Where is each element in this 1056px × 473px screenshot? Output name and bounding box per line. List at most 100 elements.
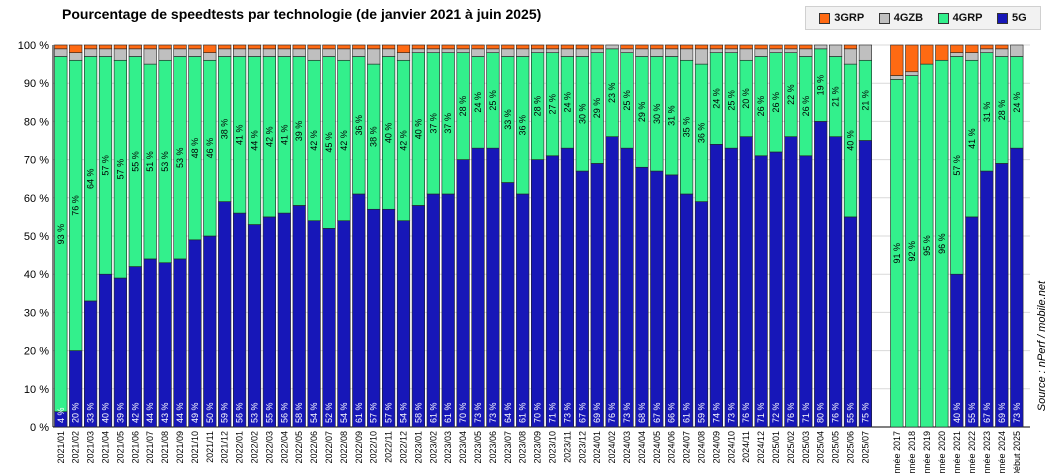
- monthly-label-4grp: 28 %: [533, 96, 543, 117]
- monthly-bar-3grp: [590, 44, 604, 50]
- monthly-bar-5g: [679, 193, 694, 428]
- legend-swatch-3grp: [819, 12, 831, 24]
- yearly-label-5g: 67 %: [982, 402, 992, 423]
- monthly-x-tick-label: 2023/02: [428, 431, 438, 464]
- monthly-label-5g: 53 %: [250, 402, 260, 423]
- monthly-bar-5g: [367, 208, 381, 428]
- monthly-label-5g: 57 %: [384, 402, 394, 423]
- yearly-x-tick-label: Début 2025: [1012, 431, 1022, 473]
- monthly-bar-5g: [799, 155, 813, 428]
- monthly-bar-3grp: [173, 44, 187, 50]
- monthly-label-5g: 54 %: [309, 402, 319, 423]
- monthly-x-tick-label: 2022/08: [339, 431, 349, 464]
- monthly-x-tick-label: 2023/01: [413, 431, 423, 464]
- monthly-bar-3grp: [367, 44, 381, 50]
- monthly-label-4grp: 21 %: [860, 90, 870, 111]
- monthly-bar-5g: [218, 201, 232, 428]
- monthly-label-4grp: 29 %: [592, 98, 602, 119]
- monthly-bar-3grp: [843, 44, 858, 50]
- legend-label-3grp: 3GRP: [834, 12, 865, 24]
- monthly-bar-4gzb: [605, 44, 619, 50]
- monthly-bar-3grp: [471, 44, 485, 50]
- monthly-x-tick-label: 2024/05: [652, 431, 662, 464]
- monthly-x-tick-label: 2023/06: [488, 431, 498, 464]
- monthly-label-4grp: 93 %: [56, 224, 66, 245]
- yearly-x-tick-label: Année 2018: [907, 431, 917, 473]
- monthly-bar-5g: [322, 228, 336, 428]
- monthly-x-tick-label: 2022/04: [279, 431, 289, 464]
- monthly-bar-4gzb: [203, 52, 217, 61]
- monthly-x-tick-label: 2024/12: [756, 431, 766, 464]
- monthly-bar-4gzb: [486, 48, 500, 53]
- yearly-x-tick-label: Année 2023: [982, 431, 992, 473]
- monthly-label-5g: 76 %: [741, 402, 751, 423]
- legend-item-5g: 5G: [997, 12, 1027, 24]
- yearly-label-4grp: 24 %: [1012, 92, 1022, 113]
- legend-label-4grp: 4GRP: [952, 12, 983, 24]
- yearly-bar-4gzb: [1010, 44, 1024, 57]
- monthly-x-tick-label: 2021/04: [101, 431, 111, 464]
- yearly-bar-3grp: [890, 44, 904, 76]
- monthly-x-tick-label: 2025/01: [771, 431, 781, 464]
- monthly-label-4grp: 46 %: [205, 138, 215, 159]
- monthly-x-tick-label: 2023/09: [533, 431, 543, 464]
- monthly-bar-4gzb: [545, 48, 560, 53]
- monthly-label-5g: 58 %: [294, 402, 304, 423]
- monthly-bar-5g: [203, 235, 217, 428]
- monthly-bar-4gzb: [650, 48, 664, 57]
- monthly-bar-4gzb: [218, 48, 232, 57]
- monthly-bar-3grp: [381, 44, 396, 50]
- monthly-bar-3grp: [709, 44, 723, 50]
- monthly-label-5g: 76 %: [786, 402, 796, 423]
- monthly-label-4grp: 41 %: [279, 125, 289, 146]
- monthly-label-4grp: 25 %: [622, 90, 632, 111]
- monthly-label-4grp: 25 %: [488, 90, 498, 111]
- y-tick-label: 80 %: [24, 116, 49, 128]
- monthly-bar-5g: [724, 147, 738, 428]
- monthly-bar-3grp: [128, 44, 142, 50]
- monthly-label-5g: 44 %: [175, 402, 185, 423]
- monthly-label-4grp: 21 %: [831, 86, 841, 107]
- source-note: Source : nPerf / mobile.net: [1036, 280, 1048, 411]
- monthly-bar-5g: [188, 239, 202, 428]
- monthly-bar-5g: [233, 212, 247, 428]
- monthly-bar-3grp: [262, 44, 277, 50]
- monthly-bar-4gzb: [724, 48, 738, 53]
- yearly-bar-5g: [995, 163, 1009, 428]
- monthly-label-4grp: 24 %: [711, 88, 721, 109]
- monthly-x-tick-label: 2024/06: [667, 431, 677, 464]
- monthly-bar-4gzb: [322, 48, 336, 57]
- monthly-label-4grp: 19 %: [816, 75, 826, 96]
- legend-item-4grp: 4GRP: [937, 12, 983, 24]
- monthly-bar-4gzb: [113, 48, 127, 61]
- yearly-label-5g: 69 %: [997, 402, 1007, 423]
- monthly-bar-5g: [635, 166, 649, 428]
- monthly-bar-3grp: [98, 44, 113, 50]
- monthly-bar-3grp: [352, 44, 366, 50]
- monthly-label-5g: 61 %: [443, 402, 453, 423]
- monthly-x-tick-label: 2021/02: [71, 431, 81, 464]
- monthly-bar-4gzb: [307, 48, 321, 61]
- monthly-bar-4gzb: [620, 48, 634, 53]
- monthly-label-4grp: 64 %: [86, 168, 96, 189]
- monthly-label-4grp: 36 %: [354, 115, 364, 136]
- monthly-bar-5g: [292, 205, 306, 428]
- legend-item-4gzb: 4GZB: [878, 12, 924, 24]
- monthly-bar-4gzb: [739, 48, 753, 61]
- monthly-bar-5g: [516, 193, 530, 428]
- monthly-bar-4gzb: [694, 48, 709, 65]
- monthly-x-tick-label: 2025/07: [860, 431, 870, 464]
- monthly-x-tick-label: 2024/01: [592, 431, 602, 464]
- monthly-x-tick-label: 2024/10: [726, 431, 736, 464]
- legend-label-4gzb: 4GZB: [893, 12, 924, 24]
- monthly-label-5g: 73 %: [473, 402, 483, 423]
- monthly-bar-4gzb: [665, 48, 679, 57]
- monthly-bar-4gzb: [590, 48, 604, 53]
- monthly-bar-5g: [277, 212, 291, 428]
- monthly-label-4grp: 36 %: [518, 115, 528, 136]
- monthly-bar-4gzb: [843, 48, 858, 65]
- monthly-bar-5g: [381, 208, 396, 428]
- monthly-bar-3grp: [754, 44, 768, 50]
- monthly-label-4grp: 40 %: [384, 123, 394, 144]
- yearly-bar-3grp: [995, 44, 1009, 50]
